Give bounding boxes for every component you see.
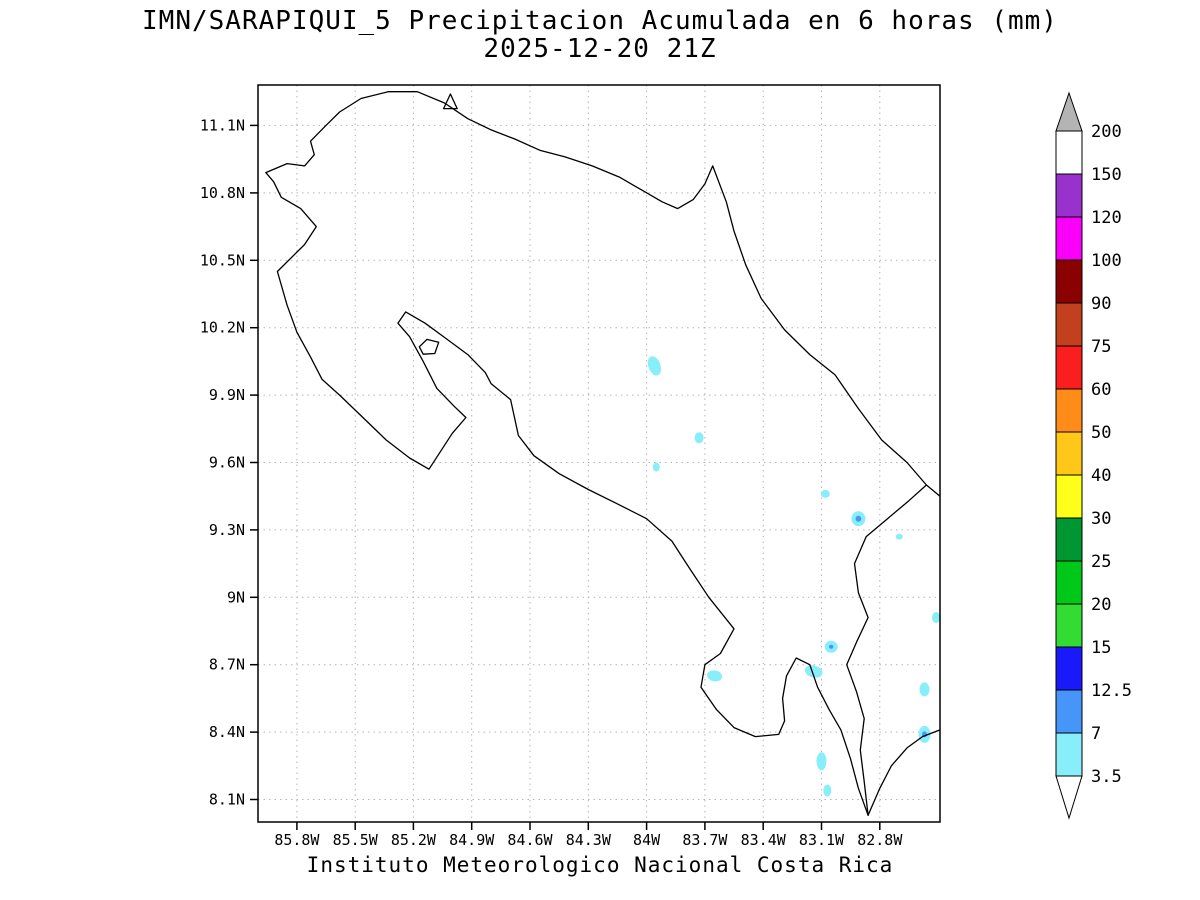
y-axis-label: 10.8N	[200, 184, 245, 202]
colorbar-segment	[1055, 560, 1083, 605]
x-axis-label: 84.6W	[507, 831, 553, 849]
colorbar-label: 90	[1091, 294, 1111, 314]
colorbar-label: 30	[1091, 509, 1111, 529]
colorbar-label: 120	[1091, 208, 1122, 228]
colorbar-label: 75	[1091, 337, 1111, 357]
x-axis-label: 83.1W	[799, 831, 845, 849]
colorbar-segment	[1055, 732, 1083, 777]
colorbar-over-arrow	[1055, 91, 1083, 132]
precip-cell	[895, 533, 903, 540]
colorbar-label: 40	[1091, 466, 1111, 486]
coastline-mainland	[265, 91, 940, 816]
y-axis-label: 9N	[227, 588, 245, 606]
colorbar-label: 3.5	[1091, 767, 1122, 787]
colorbar-segment	[1055, 689, 1083, 734]
x-axis-label: 84.3W	[566, 831, 612, 849]
colorbar-segment	[1055, 345, 1083, 390]
x-axis-label: 83.7W	[682, 831, 728, 849]
chart-subtitle-datetime: 2025-12-20 21Z	[483, 34, 717, 64]
chart-title: IMN/SARAPIQUI_5 Precipitacion Acumulada …	[142, 6, 1058, 36]
colorbar-label: 100	[1091, 251, 1122, 271]
precip-cell	[829, 644, 834, 649]
x-axis-label: 85.5W	[333, 831, 379, 849]
precip-cell	[820, 489, 830, 498]
x-axis-label: 85.8W	[274, 831, 320, 849]
lake-island	[442, 93, 458, 110]
precip-cell	[652, 462, 660, 472]
x-axis-label: 84.9W	[449, 831, 495, 849]
y-axis-label: 8.4N	[209, 723, 245, 741]
precip-cell	[816, 752, 827, 771]
x-axis-label: 85.2W	[391, 831, 437, 849]
colorbar-segment	[1055, 388, 1083, 433]
colorbar-segment	[1055, 216, 1083, 261]
y-axis-label: 8.7N	[209, 656, 245, 674]
precip-cell	[919, 682, 930, 697]
y-axis-label: 8.1N	[209, 791, 245, 809]
colorbar-segment	[1055, 173, 1083, 218]
source-caption: Instituto Meteorologico Nacional Costa R…	[306, 853, 894, 877]
colorbar-segment	[1055, 431, 1083, 476]
x-axis-label: 83.4W	[741, 831, 787, 849]
precip-cell	[647, 356, 661, 376]
colorbar-label: 150	[1091, 165, 1122, 185]
precip-cell	[932, 612, 940, 623]
colorbar-label: 15	[1091, 638, 1111, 658]
y-axis-label: 9.9N	[209, 386, 245, 404]
colorbar-label: 25	[1091, 552, 1111, 572]
colorbar-segment	[1055, 603, 1083, 648]
colorbar-segment	[1055, 259, 1083, 304]
colorbar-segment	[1055, 302, 1083, 347]
precip-cell	[804, 665, 823, 678]
y-axis-label: 11.1N	[200, 116, 245, 134]
colorbar-label: 50	[1091, 423, 1111, 443]
colorbar-label: 7	[1091, 724, 1101, 744]
y-axis-label: 10.2N	[200, 319, 245, 337]
precip-cell	[823, 784, 832, 797]
colorbar-label: 12.5	[1091, 681, 1132, 701]
map-layer	[265, 91, 940, 816]
precip-cell	[694, 432, 704, 444]
x-axis-label: 84W	[633, 831, 661, 849]
colorbar-under-arrow	[1055, 775, 1083, 820]
x-axis-label: 82.8W	[857, 831, 903, 849]
chira-island	[418, 338, 440, 355]
colorbar-label: 200	[1091, 122, 1122, 142]
colorbar-label: 20	[1091, 595, 1111, 615]
precip-cell	[707, 670, 723, 682]
precip-cell	[855, 515, 862, 522]
colorbar-segment	[1055, 474, 1083, 519]
colorbar-segment	[1055, 130, 1083, 175]
border-cr-panama	[846, 484, 928, 816]
colorbar-label: 60	[1091, 380, 1111, 400]
y-axis-label: 10.5N	[200, 251, 245, 269]
y-axis-label: 9.6N	[209, 454, 245, 472]
plot-frame	[257, 84, 941, 823]
y-axis-label: 9.3N	[209, 521, 245, 539]
colorbar-segment	[1055, 517, 1083, 562]
colorbar-segment	[1055, 646, 1083, 691]
